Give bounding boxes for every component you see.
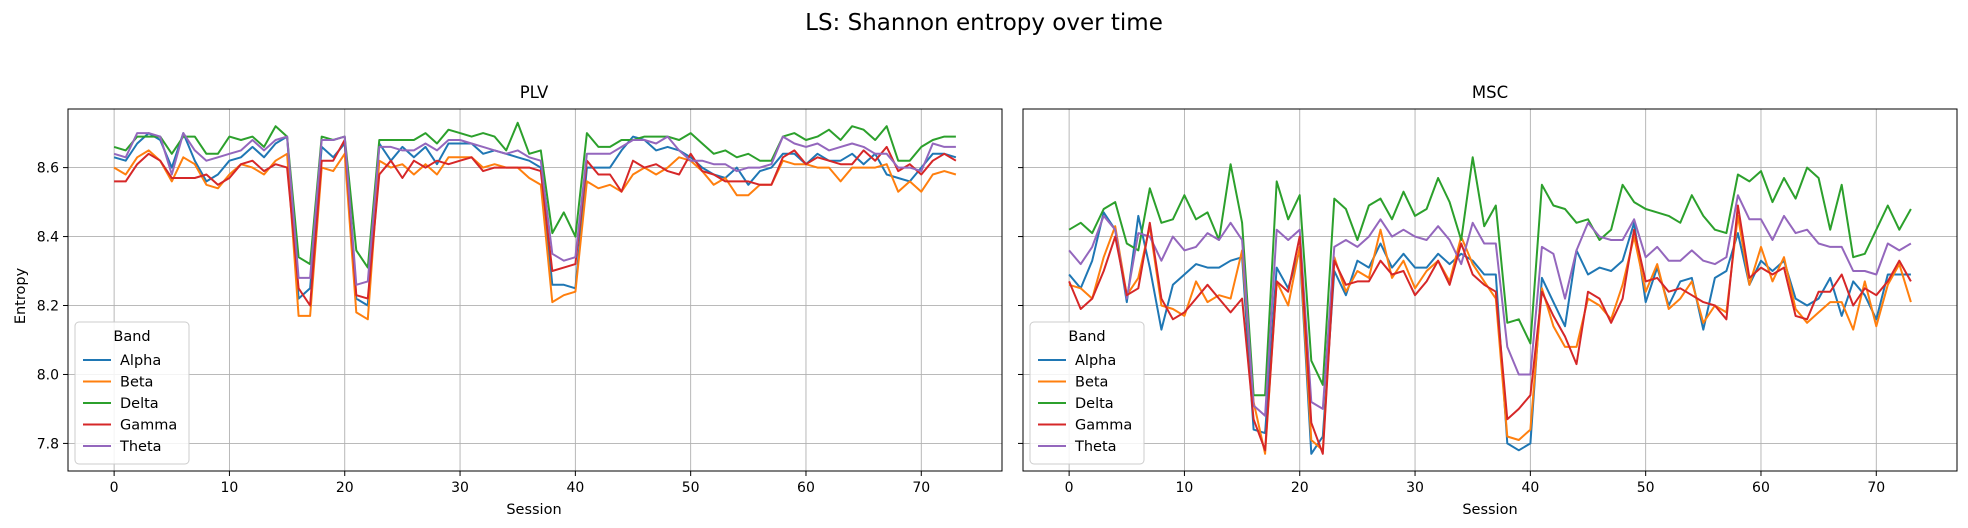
msc-series-gamma bbox=[1068, 204, 1912, 455]
msc-series-theta bbox=[1068, 194, 1912, 417]
plv-x-axis-label: Session bbox=[506, 502, 561, 518]
plv-y-axis-label: Entropy bbox=[13, 267, 29, 324]
plv-panel: PLV 0 10 20 30 40 50 60 70 7.8 8.0 8.2 8.4 8.6 Sessi… bbox=[13, 83, 1003, 518]
msc-x-tick-label: 40 bbox=[1521, 480, 1539, 496]
msc-ticks: 0 10 20 30 40 50 60 70 bbox=[1018, 167, 1885, 496]
msc-x-tick-label: 10 bbox=[1176, 480, 1194, 496]
plv-x-tick-label: 10 bbox=[221, 480, 239, 496]
plv-series-gamma bbox=[114, 139, 957, 307]
plv-series-beta bbox=[113, 149, 957, 321]
msc-axes-frame bbox=[1022, 108, 1958, 472]
msc-legend-label-gamma: Gamma bbox=[1075, 418, 1132, 434]
msc-x-tick-label: 50 bbox=[1637, 480, 1655, 496]
plv-x-tick-label: 30 bbox=[451, 480, 469, 496]
plv-y-tick-label: 8.4 bbox=[37, 230, 59, 246]
plv-legend-box bbox=[74, 321, 190, 465]
msc-panel-title: MSC bbox=[1472, 83, 1508, 102]
plv-series-delta bbox=[113, 121, 956, 269]
msc-x-tick-label: 70 bbox=[1867, 480, 1885, 496]
msc-grid bbox=[1023, 109, 1957, 471]
msc-legend-label-delta: Delta bbox=[1075, 396, 1114, 412]
plv-y-tick-label: 8.2 bbox=[37, 299, 59, 315]
msc-legend-label-theta: Theta bbox=[1074, 439, 1117, 455]
plv-series-lines bbox=[113, 121, 957, 321]
plv-series-alpha bbox=[113, 132, 957, 307]
plv-x-tick-label: 40 bbox=[566, 480, 584, 496]
plv-y-tick-label: 7.8 bbox=[37, 436, 59, 452]
msc-x-tick-label: 30 bbox=[1406, 480, 1424, 496]
figure-title: LS: Shannon entropy over time bbox=[805, 10, 1163, 36]
plv-x-tick-label: 20 bbox=[336, 480, 354, 496]
plv-legend-label-alpha: Alpha bbox=[120, 353, 161, 369]
plv-panel-title: PLV bbox=[520, 83, 549, 102]
msc-legend-label-beta: Beta bbox=[1075, 375, 1108, 391]
msc-legend-title: Band bbox=[1068, 329, 1105, 345]
msc-series-delta bbox=[1068, 156, 1912, 397]
plv-x-tick-label: 60 bbox=[797, 480, 815, 496]
plv-legend-label-theta: Theta bbox=[119, 439, 162, 455]
plv-axes-frame bbox=[67, 108, 1003, 472]
plv-x-tick-label: 0 bbox=[110, 480, 119, 496]
plv-y-tick-label: 8.0 bbox=[37, 367, 59, 383]
msc-legend-label-alpha: Alpha bbox=[1075, 353, 1116, 369]
msc-legend: Band Alpha Beta Delta Gamma Theta bbox=[1029, 321, 1145, 465]
plv-series-theta bbox=[113, 132, 956, 286]
plv-legend: Band Alpha Beta Delta Gamma Theta bbox=[74, 321, 190, 465]
plv-x-tick-label: 50 bbox=[682, 480, 700, 496]
msc-series-lines bbox=[1068, 156, 1912, 455]
msc-x-tick-label: 60 bbox=[1752, 480, 1770, 496]
plv-legend-label-delta: Delta bbox=[120, 396, 159, 412]
plv-legend-label-gamma: Gamma bbox=[120, 418, 177, 434]
plv-ticks: 0 10 20 30 40 50 60 70 7.8 8.0 8.2 8.4 8.6 bbox=[37, 161, 930, 496]
msc-series-alpha bbox=[1068, 211, 1911, 455]
msc-x-tick-label: 20 bbox=[1291, 480, 1309, 496]
msc-legend-box bbox=[1029, 321, 1145, 465]
plv-y-tick-label: 8.6 bbox=[37, 161, 59, 177]
msc-x-axis-label: Session bbox=[1462, 502, 1517, 518]
plv-legend-label-beta: Beta bbox=[120, 375, 153, 391]
plv-legend-title: Band bbox=[113, 329, 150, 345]
plv-x-tick-label: 70 bbox=[912, 480, 930, 496]
msc-x-tick-label: 0 bbox=[1065, 480, 1074, 496]
msc-panel: MSC 0 10 20 30 40 50 60 70 Session Band Alpha Bet… bbox=[1018, 83, 1958, 518]
msc-series-beta bbox=[1068, 214, 1912, 455]
